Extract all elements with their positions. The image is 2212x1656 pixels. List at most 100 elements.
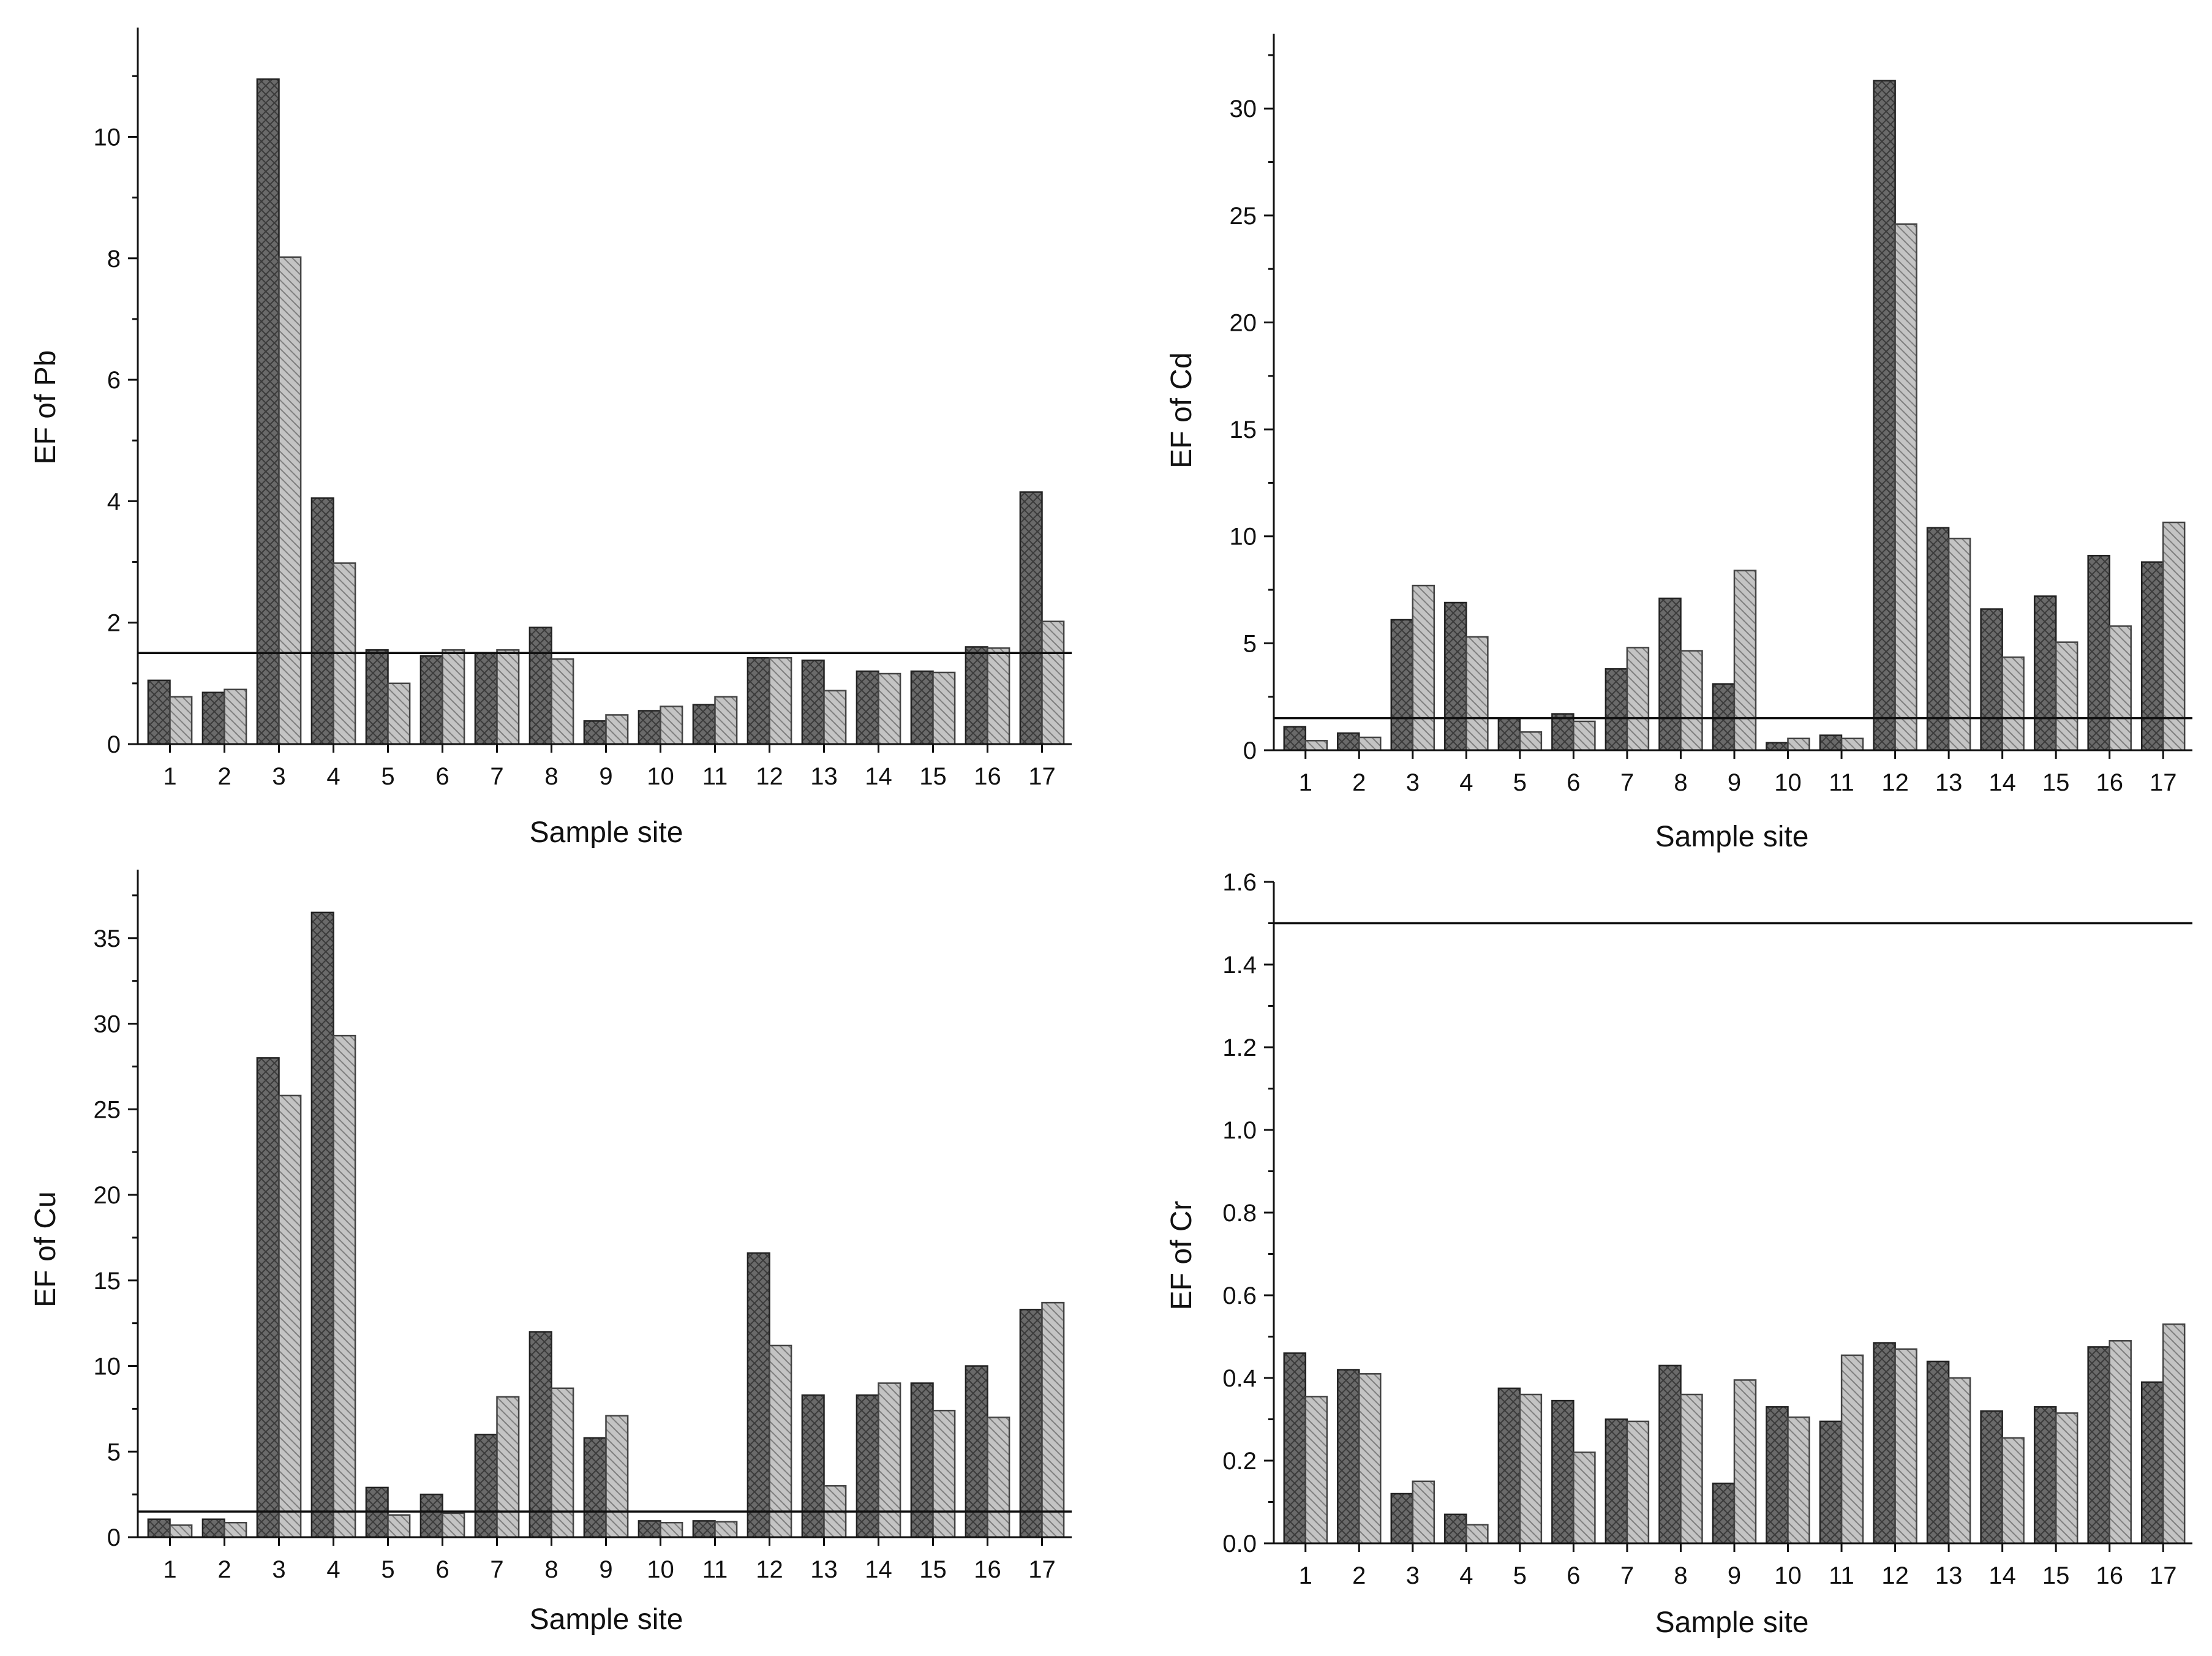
cd-bar-s2-site-15 [2055,641,2078,751]
cr-y-tick-label: 0.2 [1222,1448,1257,1475]
cu-bar-s1-site-6 [419,1493,443,1538]
cr-bar-s2-site-5 [1519,1393,1543,1545]
pb-bar-s2-site-8 [551,658,574,745]
cr-x-tick-label: 3 [1406,1562,1420,1589]
cr-y-tick-label: 1.2 [1222,1034,1257,1061]
pb-x-tick-label: 3 [272,763,285,790]
cr-bar-s2-site-14 [2001,1437,2025,1545]
cu-x-tick-label: 14 [865,1556,892,1583]
cr-x-tick-label: 5 [1513,1562,1527,1589]
cu-bar-s1-site-15 [910,1382,934,1538]
cd-x-axis-title: Sample site [1655,821,1809,853]
cd-x-tick-label: 11 [1829,769,1854,796]
cu-y-tick-label: 25 [94,1096,121,1123]
cd-bar-s1-site-16 [2087,554,2110,751]
cr-bar-s1-site-2 [1337,1369,1360,1545]
pb-y-tick-label: 6 [107,367,121,394]
cd-y-axis-title: EF of Cd [1165,352,1198,468]
cd-bar-s1-site-8 [1658,597,1682,751]
cr-x-tick-label: 1 [1299,1562,1312,1589]
cd-bar-s1-site-15 [2033,595,2057,751]
cr-x-tick-label: 13 [1935,1562,1963,1589]
cd-x-tick-label: 3 [1406,769,1420,796]
cu-bar-s1-site-2 [201,1518,225,1538]
cr-x-axis-title: Sample site [1655,1606,1809,1639]
cu-bar-s2-site-8 [551,1387,574,1538]
cr-x-tick-label: 4 [1459,1562,1473,1589]
cd-bar-s1-site-3 [1390,619,1414,751]
cu-x-tick-label: 8 [544,1556,558,1583]
cu-bar-s2-site-2 [224,1521,247,1538]
cd-x-tick-label: 16 [2096,769,2123,796]
pb-bar-s1-site-13 [801,659,825,745]
cd-x-tick-label: 12 [1881,769,1909,796]
cr-y-tick-label: 0.0 [1222,1530,1257,1557]
cu-bar-s2-site-12 [769,1344,792,1538]
pb-x-axis-title: Sample site [530,816,683,849]
cr-bar-s2-site-4 [1465,1524,1489,1545]
cu-x-tick-label: 13 [810,1556,838,1583]
cu-bar-s1-site-11 [692,1520,716,1538]
cu-x-tick-label: 12 [756,1556,783,1583]
cu-x-tick-label: 7 [490,1556,503,1583]
pb-bars [147,78,1065,745]
cd-x-tick-label: 7 [1620,769,1634,796]
cr-bar-s1-site-10 [1766,1406,1789,1545]
cr-bar-s2-site-7 [1626,1420,1650,1545]
cu-y-tick-label: 5 [107,1439,121,1466]
pb-bar-s2-site-11 [714,696,738,745]
cr-x-tick-label: 2 [1352,1562,1366,1589]
cr-bar-s1-site-1 [1283,1352,1307,1545]
cd-bar-s1-site-13 [1926,527,1950,751]
cd-bar-s1-site-5 [1497,717,1521,751]
pb-bar-s1-site-7 [474,652,498,745]
cd-x-tick-label: 5 [1513,769,1527,796]
pb-x-tick-label: 15 [919,763,947,790]
cd-bar-s1-site-4 [1444,601,1467,751]
cu-bar-s1-site-1 [147,1518,171,1538]
cu-bar-s2-site-10 [660,1521,683,1538]
cd-bar-s1-site-6 [1551,713,1574,751]
pb-x-tick-label: 5 [381,763,394,790]
cr-bar-s2-site-12 [1894,1348,1917,1545]
pb-x-tick-label: 14 [865,763,892,790]
pb-x-tick-label: 17 [1028,763,1056,790]
cd-bar-s2-site-3 [1412,584,1435,751]
cr-x-tick-label: 15 [2042,1562,2070,1589]
cd-bar-s1-site-14 [1980,608,2003,751]
cr-x-tick-label: 10 [1774,1562,1802,1589]
cr-bar-s2-site-11 [1840,1354,1864,1545]
cd-y-tick-label: 15 [1230,416,1257,443]
cd-x-tick-label: 10 [1774,769,1802,796]
cu-bar-s2-site-7 [496,1396,520,1538]
cu-y-axis-title: EF of Cu [29,1191,62,1307]
cr-bar-s1-site-14 [1980,1410,2003,1545]
cr-bar-s1-site-9 [1712,1482,1736,1545]
cd-bar-s2-site-9 [1733,570,1757,751]
pb-y-tick-label: 2 [107,610,121,637]
cu-bar-s1-site-13 [801,1394,825,1538]
cr-bar-s1-site-12 [1873,1342,1896,1545]
cr-bar-s1-site-5 [1497,1387,1521,1545]
cd-y-tick-label: 0 [1243,737,1257,764]
cu-bar-s2-site-16 [987,1417,1010,1538]
cu-bar-s1-site-8 [529,1331,552,1538]
pb-bar-s1-site-14 [856,670,879,745]
cu-bar-s2-site-11 [714,1521,738,1538]
cu-bar-s1-site-3 [256,1057,280,1538]
pb-bar-s1-site-6 [419,655,443,745]
cd-bar-s1-site-17 [2140,561,2164,751]
cu-bar-s2-site-6 [442,1512,465,1538]
cd-bar-s2-site-13 [1947,537,1971,751]
cd-bar-s2-site-12 [1894,223,1917,751]
pb-x-tick-label: 9 [599,763,612,790]
pb-y-tick-label: 0 [107,731,121,758]
pb-x-tick-label: 10 [647,763,674,790]
pb-bar-s2-site-3 [278,256,302,745]
pb-y-tick-label: 4 [107,488,121,515]
pb-bar-s1-site-2 [201,691,225,745]
